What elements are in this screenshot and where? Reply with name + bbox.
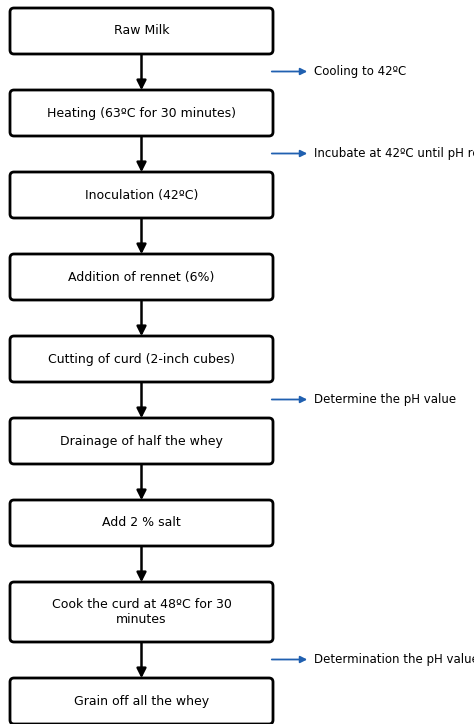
Text: Grain off all the whey: Grain off all the whey bbox=[74, 694, 209, 707]
Text: Cutting of curd (2-inch cubes): Cutting of curd (2-inch cubes) bbox=[48, 353, 235, 366]
Text: Incubate at 42ºC until pH reduced to 6.5: Incubate at 42ºC until pH reduced to 6.5 bbox=[314, 147, 474, 160]
FancyBboxPatch shape bbox=[10, 172, 273, 218]
Text: Drainage of half the whey: Drainage of half the whey bbox=[60, 434, 223, 447]
Text: Raw Milk: Raw Milk bbox=[114, 25, 169, 38]
Text: Heating (63ºC for 30 minutes): Heating (63ºC for 30 minutes) bbox=[47, 106, 236, 119]
FancyBboxPatch shape bbox=[10, 90, 273, 136]
FancyBboxPatch shape bbox=[10, 254, 273, 300]
FancyBboxPatch shape bbox=[10, 678, 273, 724]
FancyBboxPatch shape bbox=[10, 418, 273, 464]
FancyBboxPatch shape bbox=[10, 500, 273, 546]
Text: Addition of rennet (6%): Addition of rennet (6%) bbox=[68, 271, 215, 284]
Text: Cook the curd at 48ºC for 30
minutes: Cook the curd at 48ºC for 30 minutes bbox=[52, 598, 231, 626]
Text: Inoculation (42ºC): Inoculation (42ºC) bbox=[85, 188, 198, 201]
Text: Cooling to 42ºC: Cooling to 42ºC bbox=[314, 65, 406, 78]
FancyBboxPatch shape bbox=[10, 8, 273, 54]
FancyBboxPatch shape bbox=[10, 336, 273, 382]
Text: Determination the pH value: Determination the pH value bbox=[314, 653, 474, 666]
Text: Determine the pH value: Determine the pH value bbox=[314, 393, 456, 406]
FancyBboxPatch shape bbox=[10, 582, 273, 642]
Text: Add 2 % salt: Add 2 % salt bbox=[102, 516, 181, 529]
